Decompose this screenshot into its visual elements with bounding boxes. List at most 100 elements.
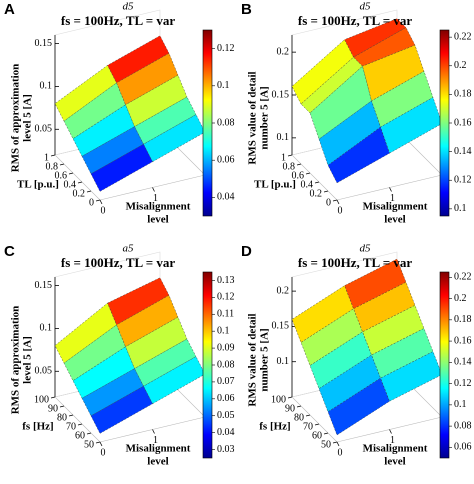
z-axis-label: number 5 [A] [259,328,271,391]
colorbar-tick-label: 0.18 [454,89,472,100]
x-tick-label: 0 [101,447,106,458]
z-tick-label: 0.1 [40,81,53,92]
y-tick-label: 0.8 [46,161,59,172]
y-tick [296,405,302,408]
x-axis-label: level [384,214,405,226]
y-tick [50,154,56,157]
y-tick-label: 0.6 [292,170,305,181]
colorbar-tick-label: 0.05 [217,410,235,421]
colorbar-tick-label: 0.08 [217,359,235,370]
z-tick-label: 0.1 [277,356,290,367]
colorbar-tick-label: 0.04 [217,192,235,203]
z-tick-label: 0.2 [277,285,290,296]
colorbar-tick-label: 0.12 [217,292,235,303]
x-tick [336,441,340,447]
z-tick-label: 0.15 [35,280,53,291]
z-axis-label: level 5 [A] [22,94,34,142]
x-tick-label: 0 [338,205,343,216]
surface-patch [54,302,117,364]
x-axis-label: Misalignment [126,443,191,455]
colorbar-tick-label: 0.22 [454,31,472,42]
z-tick-label: 0.05 [35,124,53,135]
y-tick [323,432,329,435]
colorbar-tick-label: 0.2 [454,60,467,71]
colorbar [202,29,213,217]
y-tick [305,414,311,417]
z-axis-label: RMS value of detail [247,313,259,406]
surface-patch [72,346,135,399]
colorbar [202,271,213,459]
panel-label: D [241,243,252,260]
z-tick-label: 0.15 [35,38,53,49]
surface-patch [327,126,390,184]
surface-patch [63,82,126,140]
x-tick-label: 1 [153,193,158,204]
y-tick [77,181,83,184]
y-tick [314,423,320,426]
colorbar-tick-label: 0.16 [454,117,472,128]
colorbar-tick-label: 0.2 [454,293,467,304]
y-tick-label: 0.2 [73,188,86,199]
colorbar-tick-label: 0.12 [454,378,472,389]
x-tick-label: 1 [390,193,395,204]
x-tick [389,187,392,192]
surface-patch [125,316,188,369]
z-tick-label: 0.1 [277,132,290,143]
x-tick [99,199,103,205]
z-axis-label: RMS value of detail [247,71,259,164]
z-tick-label: 0.2 [277,46,290,57]
x-tick-label: 0 [338,447,343,458]
subtitle: fs = 100Hz, TL = var [298,255,412,270]
colorbar-tick-label: 0.1 [217,325,230,336]
y-axis-label: fs [Hz] [22,421,53,433]
colorbar-tick-label: 0.03 [217,444,235,455]
x-tick [152,187,155,192]
x-axis-label: Misalignment [363,443,428,455]
colorbar-tick-label: 0.12 [454,175,472,186]
title: a5 [123,243,135,255]
y-tick [77,423,83,426]
colorbar-tick-label: 0.1 [454,399,467,410]
z-axis-label: RMS of approximation [10,306,22,415]
y-tick [95,441,101,444]
x-axis-label: Misalignment [363,201,428,213]
y-tick [86,190,92,193]
x-axis-label: level [147,456,168,468]
y-tick [332,199,338,202]
surface-patch [309,65,372,140]
y-tick-label: 90 [285,403,295,414]
z-axis-label: number 5 [A] [259,86,271,149]
y-tick-label: 90 [48,403,58,414]
y-axis-label: TL [p.u.] [17,179,59,191]
surface-patch [300,308,363,366]
y-tick-label: 50 [321,439,331,450]
subtitle: fs = 100Hz, TL = var [61,13,175,28]
colorbar-tick-label: 0.12 [217,43,235,54]
y-tick [59,163,65,166]
title: d5 [123,1,135,13]
y-tick-label: 0.4 [301,179,314,190]
colorbar-tick-label: 0.18 [454,314,472,325]
panel-label: A [4,1,15,18]
x-tick-label: 0 [101,205,106,216]
x-axis-label: level [384,456,405,468]
panel-label: C [4,243,15,260]
z-tick-label: 0.1 [40,323,53,334]
y-tick [68,414,74,417]
colorbar-tick-label: 0.13 [217,275,235,286]
surface-patch [318,354,381,413]
surface-patch [81,126,144,175]
y-tick [314,181,320,184]
y-tick [296,163,302,166]
colorbar-tick-label: 0.1 [454,203,467,214]
y-tick-label: 0.4 [64,179,77,190]
y-tick-label: 0.2 [310,188,323,199]
surface-patch [90,143,153,192]
y-tick-label: 1 [44,152,49,163]
panel: 0.10.150.201200.20.40.60.810.10.120.140.… [241,1,472,226]
y-tick-label: 0 [89,197,94,208]
y-tick-label: 80 [294,412,304,423]
y-tick [287,154,293,157]
subtitle: fs = 100Hz, TL = var [61,255,175,270]
